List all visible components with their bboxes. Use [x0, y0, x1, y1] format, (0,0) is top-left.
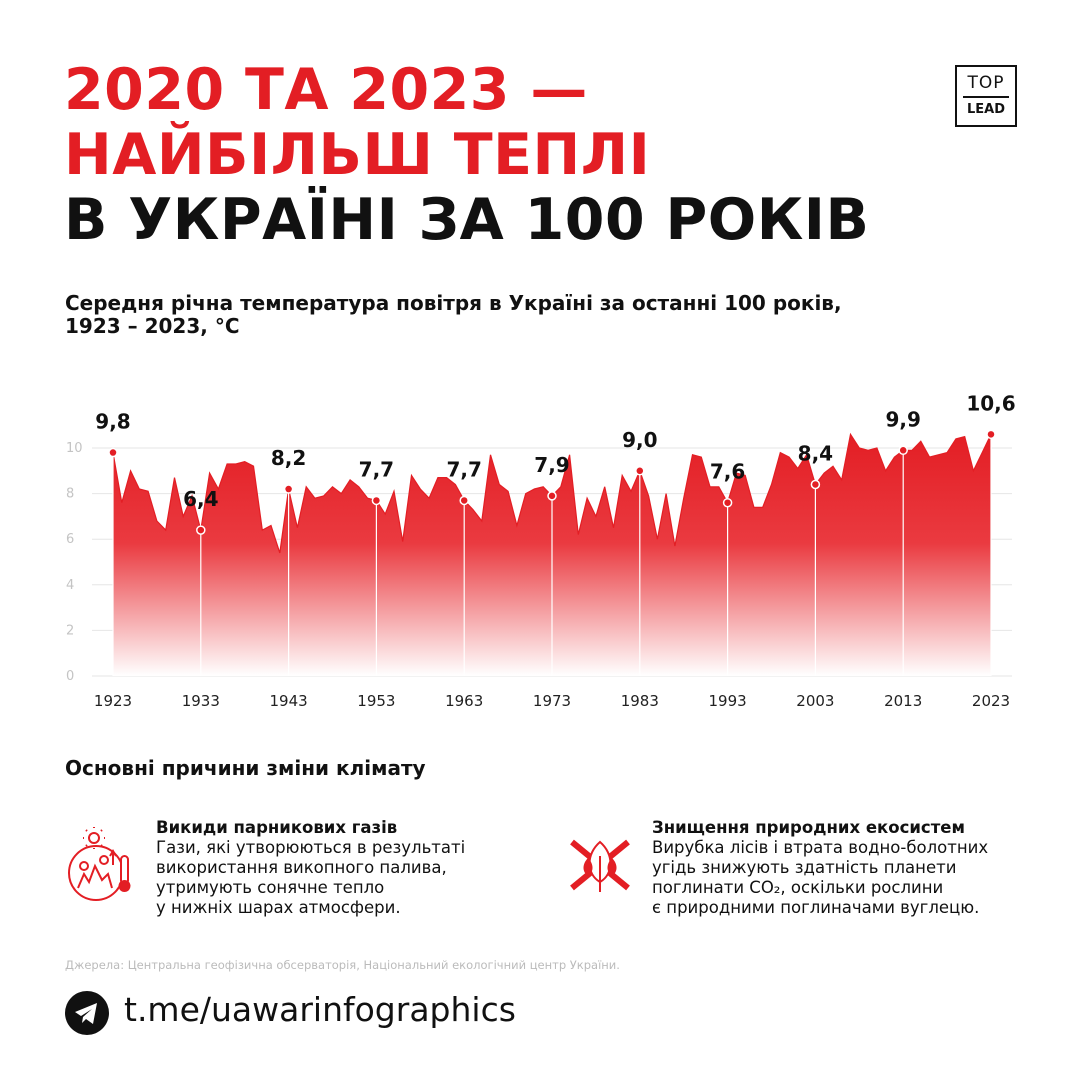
y-tick-label: 6: [66, 532, 74, 547]
point: [547, 491, 557, 501]
x-tick-label: 1973: [533, 692, 571, 710]
icon-emissions: [68, 827, 131, 901]
cause-text: угідь знижують здатність планети: [652, 858, 957, 877]
value-label: 7,6: [710, 460, 745, 484]
chart-title-line: Середня річна температура повітря в Укра…: [65, 291, 842, 315]
source: Джерела: Центральна геофізична обсервато…: [65, 958, 620, 972]
y-tick-label: 2: [66, 623, 74, 638]
x-tick-label: 1943: [270, 692, 308, 710]
title-line: НАЙБІЛЬШ ТЕПЛІ: [64, 122, 651, 188]
cause-title: Знищення природних екосистем: [652, 818, 965, 837]
point: [283, 484, 294, 494]
cause: Знищення природних екосистем Вирубка ліс…: [652, 818, 988, 918]
title-line: 2020 ТА 2023 —: [64, 57, 588, 123]
cause-title: Викиди парникових газів: [156, 818, 398, 837]
chart: 0 2 4 6 8 10 1923 1933 1943 1953 1963 1973 1983 1993 2…: [66, 391, 1016, 710]
cause-text: утримують сонячне тепло: [156, 878, 385, 897]
value-label: 9,0: [622, 428, 657, 452]
y-tick-label: 8: [66, 487, 74, 502]
x-tick-label: 1933: [182, 692, 220, 710]
x-tick-label: 1983: [621, 692, 659, 710]
point: [722, 497, 733, 508]
point: [371, 495, 382, 506]
icon-ecosystems: [570, 839, 630, 892]
y-tick-label: 10: [66, 441, 83, 456]
cause-text: Вирубка лісів і втрата водно-болотних: [652, 838, 989, 857]
x-tick-label: 1993: [709, 692, 747, 710]
cause-text: Гази, які утворюються в результаті: [156, 838, 466, 857]
value-label: 8,2: [271, 446, 306, 470]
x-tick-label: 2003: [796, 692, 834, 710]
title-line: В УКРАЇНІ ЗА 100 РОКІВ: [64, 187, 870, 253]
x-tick-label: 1963: [445, 692, 483, 710]
value-label: 8,4: [798, 441, 833, 465]
cause-text: у нижніх шарах атмосфери.: [156, 898, 401, 917]
logo-text: TOP: [967, 73, 1005, 93]
value-label: 6,4: [183, 487, 218, 511]
value-label: 10,6: [966, 391, 1015, 415]
chart-title-line: 1923 – 2023, °C: [65, 314, 240, 338]
point: [635, 466, 645, 476]
logo: TOP LEAD: [955, 65, 1017, 127]
x-tick-label: 2013: [884, 692, 922, 710]
cause: Викиди парникових газів Гази, які утворю…: [156, 818, 465, 918]
link[interactable]: t.me/uawarinfographics: [124, 990, 516, 1029]
point: [459, 495, 469, 506]
y-tick-label: 0: [66, 669, 74, 684]
point: [898, 445, 908, 456]
value-label: 9,9: [885, 407, 920, 431]
telegram-icon: [65, 991, 109, 1035]
x-tick-label: 2023: [972, 692, 1010, 710]
value-label: 7,7: [359, 457, 394, 481]
chart-title: Середня річна температура повітря в Укра…: [65, 292, 842, 338]
point: [986, 429, 996, 440]
value-label: 9,8: [95, 410, 130, 434]
point: [108, 447, 118, 458]
cause-text: використання викопного палива,: [156, 858, 447, 877]
cause-text: поглинати CO₂, оскільки рослини: [652, 878, 944, 897]
logo-text: LEAD: [966, 102, 1006, 117]
point: [196, 525, 206, 535]
value-label: 7,7: [446, 457, 481, 481]
y-tick-label: 4: [66, 578, 74, 593]
section-title: Основні причини зміни клімату: [65, 756, 426, 780]
point: [810, 479, 821, 490]
value-label: 7,9: [534, 453, 569, 477]
x-tick-label: 1953: [357, 692, 395, 710]
x-tick-label: 1923: [94, 692, 132, 710]
cause-text: є природними поглиначами вуглецю.: [652, 898, 980, 917]
